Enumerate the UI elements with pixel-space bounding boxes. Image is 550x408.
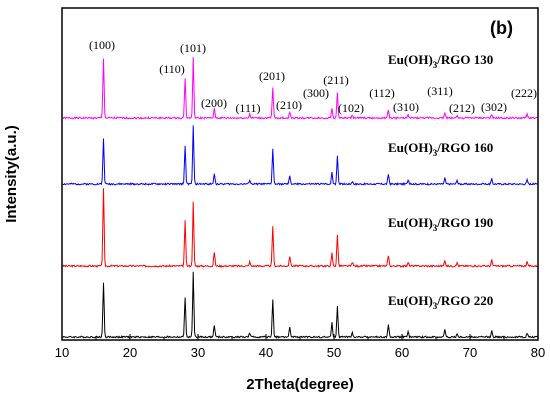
peak-labels: (100) (110) (101) (200) (111) (201) (210)(300)…	[89, 38, 537, 115]
x-tick-label: 50	[327, 345, 341, 360]
panel-label: (b)	[490, 18, 513, 38]
series-line	[62, 188, 539, 269]
series-name-main: Eu(OH)	[388, 215, 433, 230]
peak-index-label: (200)	[201, 96, 227, 110]
peak-index-label: (222)	[511, 86, 537, 100]
x-axis-ticks: 10 20 30 40 50 60 70 80	[55, 334, 545, 360]
peak-index-label: (210)	[276, 98, 302, 112]
x-tick-label: 70	[463, 345, 477, 360]
peak-index-label: (302)	[481, 100, 507, 114]
peak-index-label: (211)	[323, 73, 349, 87]
series-name-suffix: /RGO 190	[436, 215, 493, 230]
series-name: Eu(OH)3/RGO 160	[388, 140, 493, 158]
peak-index-label: (102)	[338, 101, 364, 115]
series-name-subscript: 3	[433, 301, 438, 311]
series-name-suffix: /RGO 130	[436, 52, 493, 67]
peak-index-label: (100)	[89, 38, 115, 52]
x-tick-label: 20	[123, 345, 137, 360]
peak-index-label: (112)	[369, 86, 395, 100]
series-name-subscript: 3	[433, 148, 438, 158]
series-name: Eu(OH)3/RGO 190	[388, 215, 493, 233]
peak-index-label: (201)	[259, 69, 285, 83]
series-name: Eu(OH)3/RGO 220	[388, 293, 493, 311]
x-axis-title: 2Theta(degree)	[246, 376, 354, 393]
series-line	[62, 271, 539, 339]
series-name-suffix: /RGO 220	[436, 293, 493, 308]
peak-index-label: (110)	[159, 62, 185, 76]
series-line	[62, 57, 539, 120]
x-tick-label: 60	[395, 345, 409, 360]
series-name-main: Eu(OH)	[388, 52, 433, 67]
series-name-main: Eu(OH)	[388, 140, 433, 155]
x-tick-label: 30	[191, 345, 205, 360]
x-tick-label: 80	[531, 345, 545, 360]
traces-layer	[62, 57, 539, 339]
series-name-main: Eu(OH)	[388, 293, 433, 308]
series-name-subscript: 3	[433, 223, 438, 233]
peak-index-label: (111)	[235, 101, 260, 115]
peak-index-label: (311)	[427, 84, 453, 98]
peak-index-label: (310)	[393, 100, 419, 114]
series-name: Eu(OH)3/RGO 130	[388, 52, 493, 70]
peak-index-label: (300)	[303, 86, 329, 100]
x-tick-label: 10	[55, 345, 69, 360]
series-line	[62, 125, 539, 187]
x-tick-label: 40	[259, 345, 273, 360]
series-name-subscript: 3	[433, 60, 438, 70]
series-name-suffix: /RGO 160	[436, 140, 493, 155]
peak-index-label: (212)	[449, 101, 475, 115]
peak-index-label: (101)	[180, 41, 206, 55]
y-axis-title: Intensity(a.u.)	[3, 125, 20, 223]
